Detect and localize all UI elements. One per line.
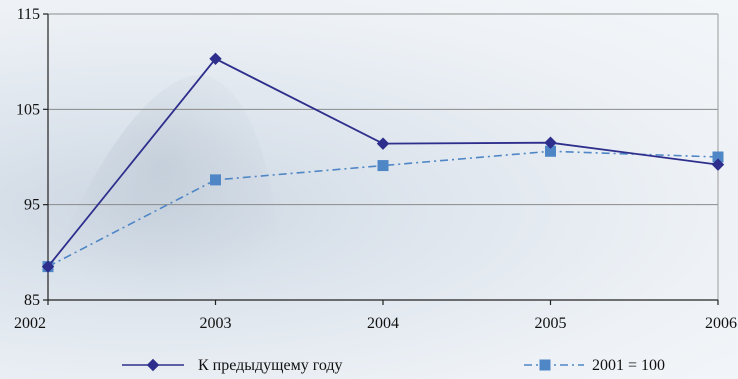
x-tick-label: 2006 [705,315,737,332]
legend-marker [146,358,160,372]
x-tick-label: 2003 [200,315,232,332]
series-line [47,150,719,268]
tick-labels: 85 95 105 115 2002 2003 2004 2005 2006 [14,6,737,332]
series-layer [41,52,725,273]
data-point [711,158,725,171]
data-point [544,136,557,149]
data-point [41,260,55,273]
data-point [376,137,390,150]
y-tick-label: 115 [17,6,40,23]
y-tick-label: 85 [24,292,40,309]
x-tick-label: 2005 [535,315,567,332]
data-point [377,160,389,172]
y-tick-label: 105 [16,101,40,118]
y-tick-label: 95 [24,197,40,214]
data-point [210,174,221,186]
legend-label: 2001 = 100 [592,357,665,374]
series-1 [41,52,725,273]
data-point [209,52,222,66]
legend-item-1: К предыдущему году [122,357,343,374]
axes [43,13,719,305]
legend-label: К предыдущему году [198,357,343,374]
legend: К предыдущему году 2001 = 100 [122,357,665,374]
x-tick-label: 2002 [14,315,46,332]
legend-marker [539,359,551,371]
legend-item-2: 2001 = 100 [524,357,665,374]
background-mountain-shape [40,74,285,300]
x-tick-label: 2004 [367,315,399,332]
